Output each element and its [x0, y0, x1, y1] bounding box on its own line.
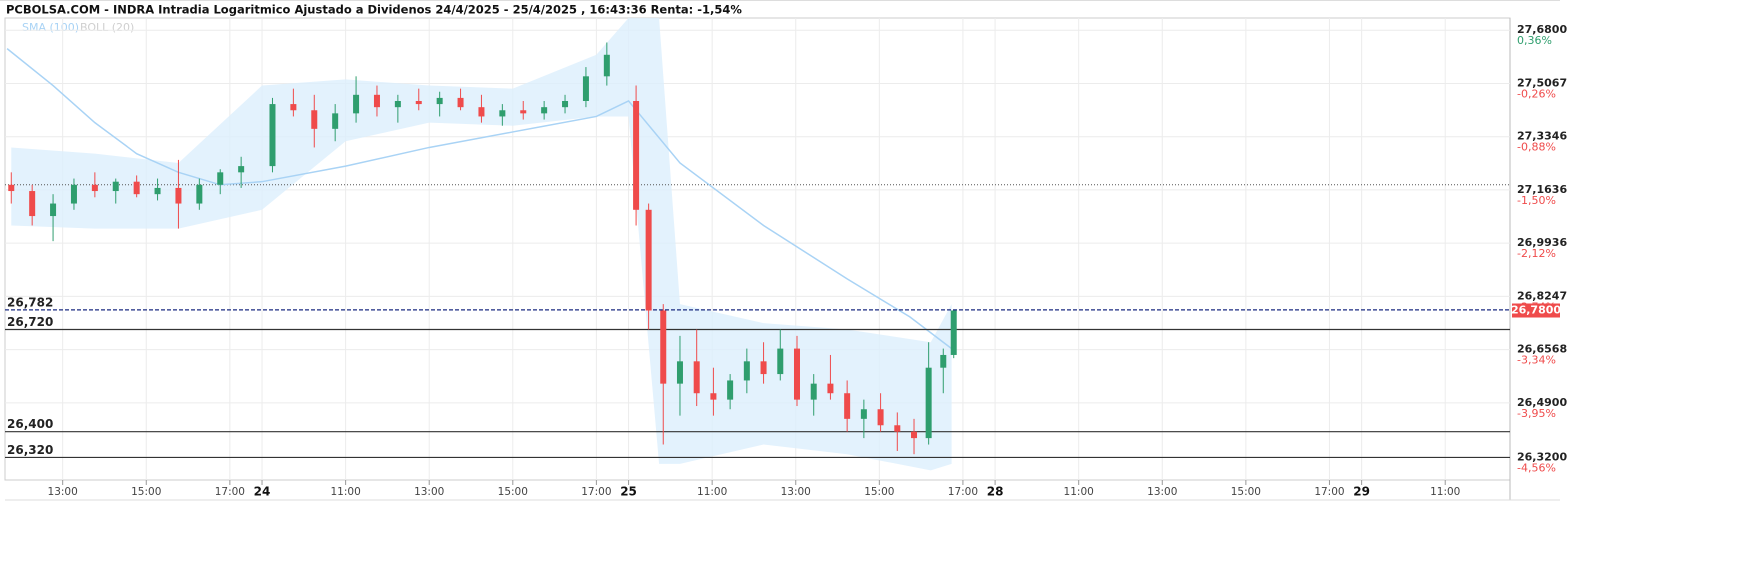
x-tick-label: 17:00	[215, 486, 245, 498]
candle-body	[911, 431, 918, 439]
candle-body	[332, 113, 339, 129]
last-price-tag	[1512, 303, 1560, 318]
y-tick-label: 26,9936	[1517, 236, 1567, 249]
x-tick-label: 24	[254, 485, 271, 499]
y-tick-change: -2,12%	[1517, 247, 1556, 260]
candle-body	[373, 94, 380, 108]
candle-body	[582, 76, 589, 101]
candle-body	[760, 361, 767, 375]
y-tick-change: -0,88%	[1517, 141, 1556, 154]
level-label: 26,320	[7, 443, 53, 457]
candle-body	[217, 172, 224, 185]
candle-body	[645, 209, 652, 311]
x-tick-label: 15:00	[864, 486, 894, 498]
candle-body	[394, 100, 401, 108]
candle-body	[676, 361, 683, 384]
candle-body	[154, 187, 161, 195]
x-tick-label: 17:00	[581, 486, 611, 498]
y-tick-label: 26,4900	[1517, 396, 1567, 409]
candle-body	[660, 310, 667, 384]
x-tick-label: 28	[987, 485, 1004, 499]
candle-body	[478, 107, 485, 117]
y-tick-label: 26,8247	[1517, 289, 1567, 302]
candle-body	[457, 97, 464, 108]
candle-body	[877, 409, 884, 426]
x-tick-label: 15:00	[498, 486, 528, 498]
x-tick-label: 11:00	[1430, 486, 1460, 498]
candle-body	[777, 348, 784, 375]
y-tick-label: 26,6568	[1517, 343, 1567, 356]
y-tick-label: 27,1636	[1517, 183, 1567, 196]
candle-body	[940, 354, 947, 368]
candle-body	[520, 110, 527, 114]
y-tick-label: 27,3346	[1517, 130, 1567, 143]
x-tick-label: 13:00	[48, 486, 78, 498]
sma-line	[6, 48, 953, 350]
candle-body	[8, 184, 15, 192]
candle-body	[743, 361, 750, 381]
x-tick-label: 11:00	[697, 486, 727, 498]
candle-body	[727, 380, 734, 400]
y-tick-label: 27,6800	[1517, 23, 1567, 36]
candle-body	[290, 104, 297, 111]
candle-body	[175, 187, 182, 204]
chart-title: PCBOLSA.COM - INDRA Intradia Logaritmico…	[6, 3, 742, 17]
level-label: 26,400	[7, 417, 53, 431]
candle-body	[894, 425, 901, 432]
candle-body	[633, 100, 640, 210]
y-tick-change: -4,56%	[1517, 461, 1556, 474]
x-tick-label: 29	[1353, 485, 1370, 499]
x-tick-label: 17:00	[948, 486, 978, 498]
candle-body	[269, 104, 276, 167]
candle-body	[133, 181, 140, 195]
candle-body	[436, 97, 443, 105]
candle-body	[353, 94, 360, 114]
candle-body	[693, 361, 700, 394]
level-label: 26,720	[7, 315, 53, 329]
x-tick-label: 17:00	[1314, 486, 1344, 498]
x-tick-label: 13:00	[1147, 486, 1177, 498]
x-tick-label: 13:00	[414, 486, 444, 498]
candle-body	[499, 110, 506, 117]
candle-body	[112, 181, 119, 192]
candle-body	[860, 409, 867, 419]
candle-body	[827, 383, 834, 394]
y-tick-change: -3,95%	[1517, 407, 1556, 420]
candle-body	[29, 191, 36, 217]
x-tick-label: 13:00	[781, 486, 811, 498]
x-tick-label: 11:00	[330, 486, 360, 498]
y-tick-label: 27,5067	[1517, 76, 1567, 89]
legend-entry: SMA (100)	[22, 21, 79, 34]
candle-body	[950, 310, 957, 355]
candle-body	[311, 110, 318, 129]
candle-body	[810, 383, 817, 400]
y-tick-change: -3,34%	[1517, 354, 1556, 367]
candle-body	[415, 100, 422, 105]
candle-body	[603, 54, 610, 77]
x-tick-label: 11:00	[1064, 486, 1094, 498]
candle-body	[196, 184, 203, 204]
last-price-label: 26,7800	[1511, 304, 1561, 317]
candle-body	[91, 184, 98, 192]
x-tick-label: 25	[620, 485, 637, 499]
level-label: 26,782	[7, 295, 53, 309]
candle-body	[50, 203, 57, 217]
y-tick-change: -1,50%	[1517, 194, 1556, 207]
y-tick-change: -0,26%	[1517, 87, 1556, 100]
y-tick-change: 0,36%	[1517, 34, 1552, 47]
x-tick-label: 15:00	[131, 486, 161, 498]
x-tick-label: 15:00	[1231, 486, 1261, 498]
bollinger-band	[11, 18, 952, 471]
candle-body	[541, 107, 548, 114]
candle-body	[710, 393, 717, 400]
candle-body	[925, 367, 932, 439]
legend-entry: BOLL (20)	[80, 21, 134, 34]
candle-body	[844, 393, 851, 419]
candle-body	[70, 184, 77, 204]
candle-body	[238, 166, 245, 173]
y-tick-label: 26,3200	[1517, 450, 1567, 463]
candle-body	[562, 100, 569, 108]
candle-body	[793, 348, 800, 400]
